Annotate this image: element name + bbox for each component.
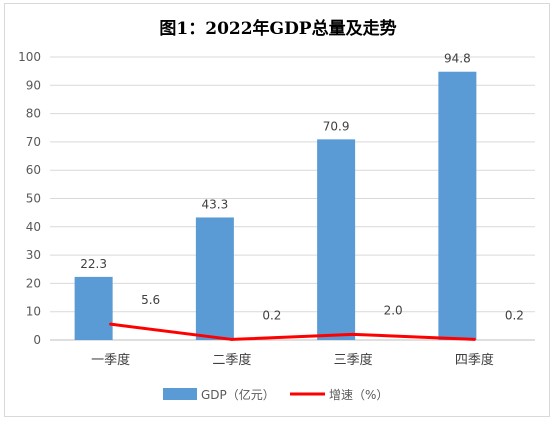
data-labels: 22.3 43.3 70.9 94.8 5.6 0.2 2.0 0.2 (80, 52, 524, 323)
bar-gdp (195, 217, 234, 340)
data-label-growth: 0.2 (505, 308, 524, 322)
data-label-gdp: 22.3 (80, 257, 107, 271)
y-tick-label: 20 (26, 276, 41, 290)
legend-swatch-gdp (163, 388, 197, 400)
data-label-growth: 2.0 (384, 303, 403, 317)
chart-frame: 图1：2022年GDP总量及走势 0 10 20 30 40 50 60 70 80 90 100 … (4, 3, 550, 417)
y-tick-label: 60 (26, 163, 41, 177)
data-label-gdp: 70.9 (323, 119, 350, 133)
y-tick-label: 0 (33, 333, 41, 347)
legend: GDP（亿元） 增速（%） (163, 387, 388, 402)
y-tick-label: 70 (26, 135, 41, 149)
data-label-growth: 0.2 (262, 308, 281, 322)
line-growth (110, 322, 475, 341)
bar-gdp (74, 276, 113, 340)
x-category-label: 二季度 (212, 352, 251, 368)
y-tick-label: 40 (26, 220, 41, 234)
y-tick-label: 90 (26, 78, 41, 92)
y-tick-label: 30 (26, 248, 41, 262)
x-axis-categories: 一季度 二季度 三季度 四季度 (91, 352, 494, 368)
chart-title: 图1：2022年GDP总量及走势 (159, 18, 396, 39)
x-category-label: 四季度 (455, 352, 494, 368)
y-tick-label: 10 (26, 305, 41, 319)
line-series (109, 322, 476, 341)
y-tick-label: 80 (26, 107, 41, 121)
x-category-label: 一季度 (91, 352, 130, 368)
point-growth (109, 322, 113, 326)
chart-canvas: 图1：2022年GDP总量及走势 0102030405060708090100 … (18, 18, 535, 402)
bar-gdp (317, 139, 356, 340)
bar-series (74, 71, 477, 340)
y-tick-label: 100 (18, 50, 41, 64)
legend-label-gdp: GDP（亿元） (201, 387, 275, 402)
point-growth (351, 332, 355, 336)
data-label-gdp: 43.3 (202, 197, 229, 211)
y-tick-label: 50 (26, 192, 41, 206)
legend-label-growth: 增速（%） (329, 388, 388, 402)
x-category-label: 三季度 (334, 352, 373, 368)
y-axis-ticks: 0 10 20 30 40 50 60 70 80 90 100 (18, 50, 41, 347)
point-growth (472, 337, 476, 341)
point-growth (230, 337, 234, 341)
data-label-growth: 5.6 (141, 293, 160, 307)
bar-gdp (438, 71, 477, 340)
data-label-gdp: 94.8 (444, 52, 471, 66)
